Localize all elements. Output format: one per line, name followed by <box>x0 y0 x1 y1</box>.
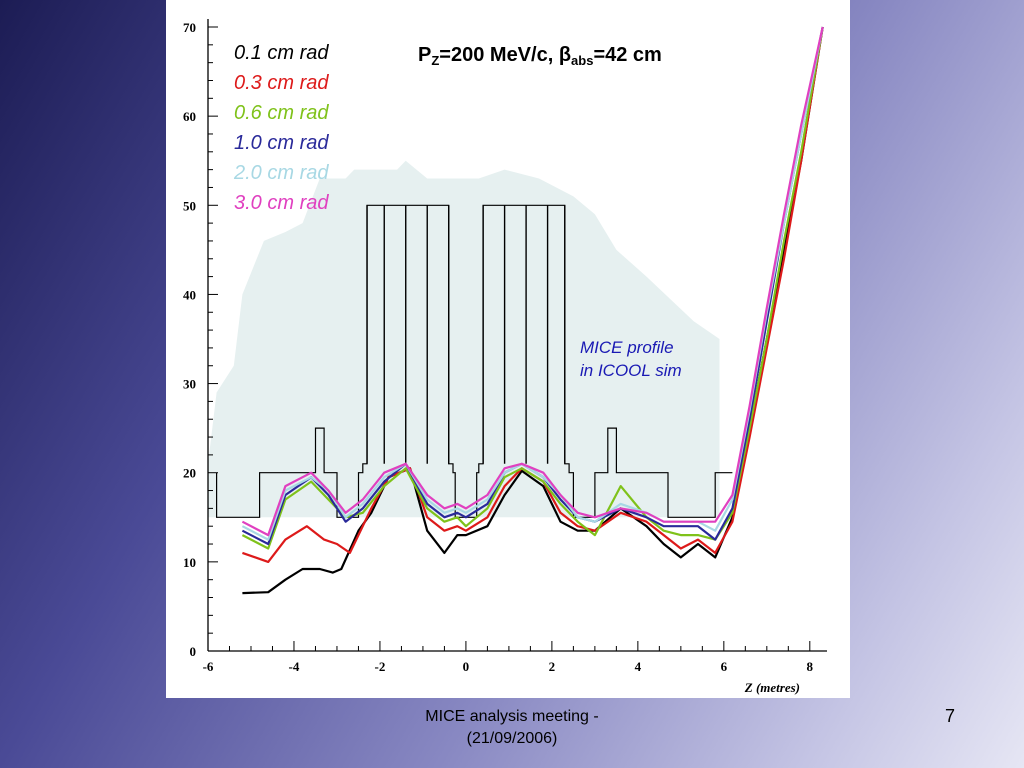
series-line-2 <box>241 26 824 550</box>
legend-item-3: 1.0 cm rad <box>234 132 329 154</box>
x-tick-label: -6 <box>203 659 214 674</box>
x-tick-label: -2 <box>375 659 386 674</box>
y-tick-label: 70 <box>183 20 196 35</box>
legend-item-5: 3.0 cm rad <box>234 192 329 214</box>
title-momentum: =200 MeV/c, <box>439 44 559 66</box>
legend-item-4: 2.0 cm rad <box>234 162 329 184</box>
x-axis-title: Z (metres) <box>744 680 800 695</box>
x-tick-label: 2 <box>549 659 556 674</box>
footer-text: MICE analysis meeting - (21/09/2006) <box>340 706 684 750</box>
title-beta-value: =42 cm <box>593 44 662 66</box>
y-tick-label: 60 <box>183 109 196 124</box>
annotation-line-2: in ICOOL sim <box>580 361 682 380</box>
series-line-4 <box>241 26 824 541</box>
x-tick-label: -4 <box>289 659 300 674</box>
footer-line-2: (21/09/2006) <box>466 730 558 747</box>
title-sub-z: Z <box>431 53 440 68</box>
y-tick-label: 20 <box>183 466 196 481</box>
page-number: 7 <box>944 706 955 726</box>
profile-annotation: MICE profile in ICOOL sim <box>580 336 682 382</box>
title-beta: β <box>558 44 572 66</box>
legend-item-0: 0.1 cm rad <box>234 42 329 64</box>
x-tick-label: 4 <box>635 659 642 674</box>
axes-layer: 0 10 20 30 40 50 60 70 -6 -4 -2 0 2 4 6 8 <box>183 19 827 674</box>
y-tick-label: 10 <box>183 555 196 570</box>
title-p: P <box>418 44 432 66</box>
y-tick-label: 30 <box>183 377 196 392</box>
title-sub-abs: abs <box>571 53 594 68</box>
chart-panel: 0 10 20 30 40 50 60 70 -6 -4 -2 0 2 4 6 8 Z (metres) 0.… <box>166 0 850 698</box>
y-tick-label: 50 <box>183 198 196 213</box>
mice-profile-region <box>208 160 720 518</box>
series-layer <box>241 26 824 595</box>
y-tick-label: 0 <box>190 644 197 659</box>
x-tick-label: 6 <box>721 659 728 674</box>
y-tick-label: 40 <box>183 287 196 302</box>
x-tick-label: 0 <box>463 659 470 674</box>
legend-item-2: 0.6 cm rad <box>234 102 329 124</box>
footer-line-1: MICE analysis meeting - <box>425 708 599 725</box>
annotation-line-1: MICE profile <box>580 338 674 357</box>
series-line-5 <box>241 26 824 537</box>
chart-svg: 0 10 20 30 40 50 60 70 -6 -4 -2 0 2 4 6 8 Z (metres) <box>183 19 827 695</box>
x-tick-label: 8 <box>807 659 814 674</box>
slide-footer: MICE analysis meeting - (21/09/2006) 7 <box>0 698 1024 768</box>
legend-item-1: 0.3 cm rad <box>234 72 329 94</box>
legend: 0.1 cm rad 0.3 cm rad 0.6 cm rad 1.0 cm rad… <box>234 38 328 218</box>
plot-title: PZ=200 MeV/c, βabs=42 cm <box>418 44 662 68</box>
profile-region-layer <box>208 160 720 518</box>
